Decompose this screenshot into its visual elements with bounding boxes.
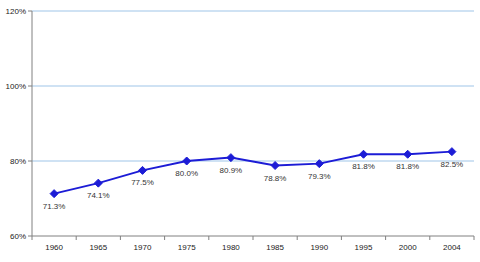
x-tick-label: 2004 <box>443 243 461 252</box>
x-tick <box>120 236 121 240</box>
data-marker <box>227 154 235 162</box>
x-tick-label: 1990 <box>310 243 328 252</box>
y-tick <box>28 86 32 87</box>
y-tick <box>28 161 32 162</box>
data-label: 80.0% <box>175 169 198 178</box>
data-label: 81.8% <box>396 162 419 171</box>
x-tick-label: 1980 <box>222 243 240 252</box>
data-label: 78.8% <box>264 174 287 183</box>
x-tick <box>474 236 475 240</box>
data-marker <box>448 148 456 156</box>
x-tick <box>341 236 342 240</box>
x-tick <box>208 236 209 240</box>
data-marker <box>360 150 368 158</box>
x-tick-label: 1995 <box>355 243 373 252</box>
x-tick-label: 1985 <box>266 243 284 252</box>
x-tick-label: 1970 <box>134 243 152 252</box>
data-marker <box>183 157 191 165</box>
data-label: 82.5% <box>441 160 464 169</box>
x-tick <box>429 236 430 240</box>
x-tick <box>32 236 33 240</box>
x-tick-label: 1960 <box>45 243 63 252</box>
data-label: 81.8% <box>352 162 375 171</box>
x-tick-label: 1965 <box>89 243 107 252</box>
x-tick <box>385 236 386 240</box>
data-label: 80.9% <box>220 166 243 175</box>
x-tick-label: 2000 <box>399 243 417 252</box>
grid-line <box>32 86 474 87</box>
y-tick <box>28 11 32 12</box>
data-marker <box>139 166 147 174</box>
data-label: 79.3% <box>308 172 331 181</box>
y-tick <box>28 236 32 237</box>
data-marker <box>315 160 323 168</box>
x-tick <box>164 236 165 240</box>
x-tick <box>76 236 77 240</box>
y-tick-label: 120% <box>6 7 26 16</box>
data-label: 74.1% <box>87 191 110 200</box>
data-label: 77.5% <box>131 178 154 187</box>
x-tick <box>253 236 254 240</box>
data-marker <box>50 190 58 198</box>
data-marker <box>271 162 279 170</box>
grid-line <box>32 11 474 12</box>
x-tick <box>297 236 298 240</box>
data-line <box>54 152 452 194</box>
plot-area <box>50 148 456 198</box>
data-marker <box>404 150 412 158</box>
data-label: 71.3% <box>43 202 66 211</box>
chart-container: 60% 80% 100% 120% 1960 1965 1970 1975 1980 1985 19… <box>0 0 480 262</box>
y-tick-label: 60% <box>10 232 26 241</box>
data-marker <box>94 179 102 187</box>
x-tick-label: 1975 <box>178 243 196 252</box>
chart-svg: 60% 80% 100% 120% 1960 1965 1970 1975 1980 1985 19… <box>0 0 480 262</box>
y-tick-label: 100% <box>6 82 26 91</box>
y-axis <box>32 11 33 236</box>
y-tick-label: 80% <box>10 157 26 166</box>
